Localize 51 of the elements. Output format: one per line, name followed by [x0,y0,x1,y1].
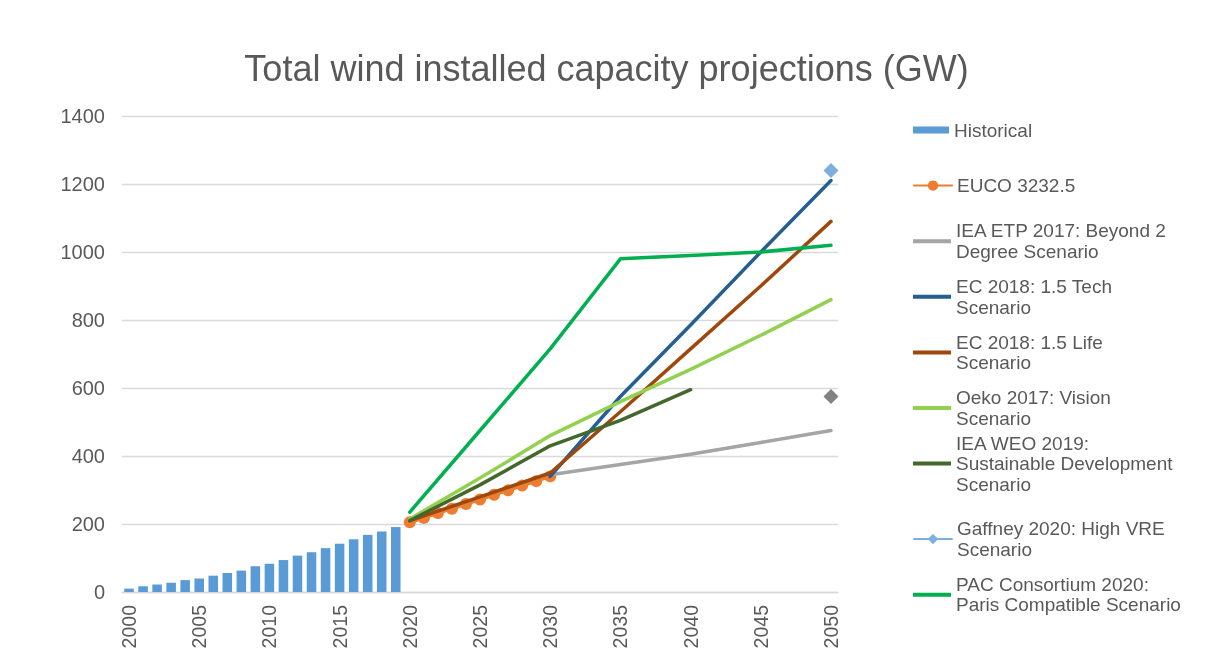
x-tick-label: 2015 [328,604,351,649]
bar [208,575,219,592]
x-tick-label: 2030 [539,604,562,649]
bar [334,543,345,592]
legend-label: Oeko 2017: Vision Scenario [956,387,1117,429]
legend-label: EUCO 3232.5 [957,175,1076,197]
legend-label: PAC Consortium 2020: Paris Compatible Scenario [956,573,1181,616]
bar [222,572,233,592]
x-tick-label: 2045 [749,604,772,649]
y-tick-label: 800 [71,309,105,331]
x-tick-label: 2005 [188,604,211,649]
bar [180,580,190,592]
legend-label: Gaffney 2020: High VRE Scenario [957,518,1170,560]
bar [194,578,204,592]
legend-label: IEA ETP 2017: Beyond 2 Degree Scenario [956,220,1172,262]
legend-label: Historical [954,119,1033,141]
bar [306,552,317,592]
chart-title: Total wind installed capacity projections (GW) [244,47,969,89]
bar [362,534,373,592]
x-tick-label: 2050 [819,604,842,649]
bar [264,563,275,592]
y-tick-label: 200 [71,513,105,535]
bar [376,531,387,592]
x-tick-label: 2000 [118,604,141,649]
x-tick-label: 2020 [398,604,421,649]
bar [292,555,303,592]
bar [250,566,261,592]
bar [152,584,162,592]
bar [236,570,247,592]
legend-label: IEA WEO 2019: Sustainable Development Scenario [956,432,1178,495]
bar [278,560,289,592]
y-tick-label: 600 [71,377,105,399]
y-tick-label: 1000 [60,241,105,263]
bar [390,527,401,592]
x-tick-label: 2040 [679,604,702,649]
bar [138,586,148,592]
bar [166,582,176,592]
x-tick-label: 2035 [609,604,632,649]
point [823,389,839,404]
x-tick-label: 2010 [258,604,281,649]
bar [348,539,359,592]
legend-label: EC 2018: 1.5 Life Scenario [956,331,1109,374]
x-tick-label: 2025 [469,604,491,649]
bar [320,548,331,592]
legend-label: EC 2018: 1.5 Tech Scenario [956,276,1118,318]
y-tick-label: 1200 [60,173,105,195]
bar [124,588,134,592]
y-tick-label: 1400 [60,105,105,127]
y-tick-label: 0 [93,581,105,603]
point [823,162,839,178]
y-tick-label: 400 [71,445,105,467]
